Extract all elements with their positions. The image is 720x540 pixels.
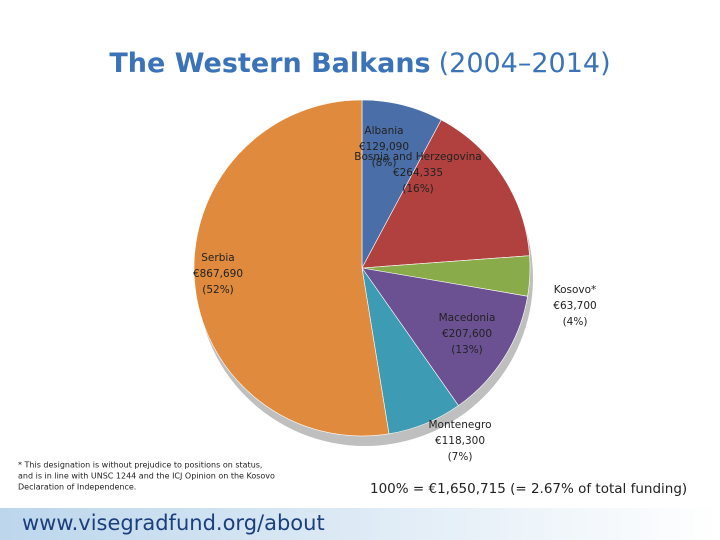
slice-value: €129,090 [359, 141, 409, 153]
slice-share: (7%) [448, 451, 473, 463]
footnote-line: * This designation is without prejudice … [18, 461, 262, 470]
slice-share: (52%) [202, 284, 234, 296]
pie-slice [361, 119, 530, 269]
slice-value: €264,335 [393, 167, 443, 179]
labels: Albania €129,090 (8%)Bosnia and Herzegovin… [193, 125, 597, 463]
slice-name: Montenegro [428, 419, 491, 431]
slice-value: €867,690 [193, 268, 243, 280]
slice-name: Macedonia [439, 312, 496, 324]
title-years: (2004–2014) [439, 48, 611, 79]
slice-name: Bosnia and Herzegovina [354, 151, 482, 163]
pie-slice [361, 267, 528, 406]
slice-share: (13%) [451, 344, 483, 356]
slice-share: (16%) [402, 183, 434, 195]
slice-share: (8%) [372, 157, 397, 169]
total-note: 100% = €1,650,715 (= 2.67% of total fund… [370, 481, 687, 497]
footnote-line: Declaration of Independence. [18, 483, 136, 492]
slide-title: The Western Balkans (2004–2014) [109, 48, 610, 79]
slice-name: Serbia [201, 252, 234, 264]
slice-name: Kosovo* [554, 284, 597, 296]
slice-name: Albania [364, 125, 403, 137]
footer-url: www.visegradfund.org/about [22, 511, 325, 535]
slice-value: €118,300 [435, 435, 485, 447]
slice-share: (4%) [563, 316, 588, 328]
footer-band [0, 508, 720, 540]
slice-value: €207,600 [442, 328, 492, 340]
pie [193, 99, 533, 446]
slice-value: €63,700 [553, 300, 596, 312]
title-main: The Western Balkans [109, 48, 430, 79]
footnote-line: and is in line with UNSC 1244 and the IC… [18, 472, 275, 481]
pie-slice [193, 99, 390, 437]
